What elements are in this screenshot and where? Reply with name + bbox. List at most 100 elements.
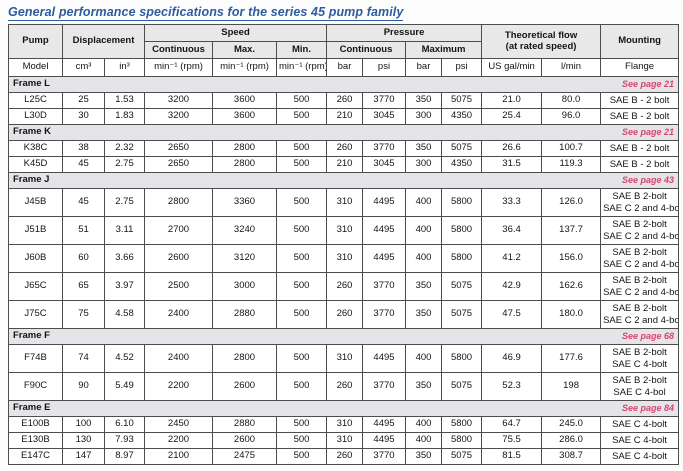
cell-speed-max: 3000 [212,272,277,301]
cell-displacement-in3: 1.83 [104,108,145,125]
mounting-line: SAE C 4-bolt [612,450,668,462]
spec-row: F90C 90 5.49 2200 2600 500 260 3770 350 5075 52.3 1… [8,372,680,401]
table-body: Frame L See page 21 L25C 25 1.53 3200 3600 500 2… [7,76,680,465]
cell-model: J45B [8,188,63,217]
cell-speed-max: 2800 [212,140,277,157]
frame-band-content: Frame E See page 84 [13,402,674,414]
spec-row: F74B 74 4.52 2400 2800 500 310 4495 400 5800 46.9 1… [8,344,680,373]
col-header-mounting: Mounting [600,24,680,59]
cell-displacement-cm3: 30 [62,108,105,125]
see-page-reference: See page 21 [622,127,675,138]
cell-model: K45D [8,156,63,173]
mounting-line: SAE C 4-bolt [612,418,668,430]
cell-speed-max: 3600 [212,92,277,109]
cell-speed-continuous: 2650 [144,140,213,157]
cell-pressure-max-psi: 4350 [440,108,483,125]
cell-flow-lmin: 137.7 [541,216,602,245]
cell-flow-lmin: 119.3 [541,156,602,173]
cell-pressure-cont-bar: 310 [326,344,363,373]
cell-pressure-cont-psi: 4495 [362,432,406,449]
cell-pressure-max-psi: 5075 [440,300,483,329]
cell-flow-usgal: 31.5 [481,156,543,173]
mounting-line: SAE C 4-bolt [612,358,668,370]
cell-pressure-max-psi: 4350 [440,156,483,173]
cell-model: E100B [8,416,63,433]
cell-flow-lmin: 286.0 [541,432,602,449]
cell-flow-lmin: 156.0 [541,244,602,273]
cell-model: L30D [8,108,63,125]
frame-band-cell: Frame K See page 21 [7,124,680,141]
cell-speed-min: 500 [276,272,327,301]
cell-mounting: SAE C 4-bolt [600,416,680,433]
cell-speed-continuous: 2200 [144,432,213,449]
frame-label: Frame E [13,402,51,414]
mounting-line: SAE C 4-bol [613,386,666,398]
mounting-line: SAE C 2 and 4-bolt [603,202,679,214]
page-title: General performance specifications for t… [8,5,404,21]
mounting-line: SAE B 2-bolt [612,274,667,286]
cell-pressure-max-psi: 5075 [440,448,483,465]
col-header-displacement: Displacement [62,24,145,59]
cell-flow-lmin: 96.0 [541,108,602,125]
mounting-line: SAE B - 2 bolt [609,158,670,170]
cell-speed-max: 3240 [212,216,277,245]
cell-displacement-in3: 3.66 [104,244,145,273]
cell-pressure-max-psi: 5800 [440,216,483,245]
spec-row: J51B 51 3.11 2700 3240 500 310 4495 400 5800 36.4 1… [8,216,680,245]
cell-speed-min: 500 [276,448,327,465]
cell-mounting: SAE B - 2 bolt [600,140,680,157]
cell-pressure-max-bar: 300 [405,108,442,125]
cell-pressure-max-bar: 350 [405,448,442,465]
mounting-line: SAE B 2-bolt [612,374,667,386]
cell-pressure-max-psi: 5075 [440,92,483,109]
cell-flow-lmin: 245.0 [541,416,602,433]
cell-displacement-cm3: 147 [62,448,105,465]
col-header-speed-max: Max. [212,41,277,59]
cell-speed-max: 2475 [212,448,277,465]
cell-pressure-cont-psi: 3770 [362,140,406,157]
cell-model: L25C [8,92,63,109]
cell-pressure-max-bar: 400 [405,416,442,433]
cell-pressure-max-psi: 5075 [440,372,483,401]
cell-pressure-max-bar: 300 [405,156,442,173]
unit-psi-cont: psi [362,58,406,77]
cell-speed-continuous: 2400 [144,300,213,329]
col-header-pressure-continuous: Continuous [326,41,406,59]
cell-flow-lmin: 180.0 [541,300,602,329]
cell-pressure-cont-psi: 4495 [362,244,406,273]
cell-speed-continuous: 3200 [144,108,213,125]
cell-displacement-in3: 8.97 [104,448,145,465]
cell-mounting: SAE B - 2 bolt [600,108,680,125]
cell-pressure-max-psi: 5800 [440,344,483,373]
cell-displacement-in3: 1.53 [104,92,145,109]
cell-displacement-cm3: 45 [62,188,105,217]
spec-row: E147C 147 8.97 2100 2475 500 260 3770 350 5075 81.… [8,448,680,465]
cell-flow-usgal: 41.2 [481,244,543,273]
theoretical-flow-line1: Theoretical flow [504,30,578,42]
col-header-pump: Pump [8,24,63,59]
mounting-line: SAE B - 2 bolt [609,94,670,106]
cell-speed-max: 2880 [212,416,277,433]
unit-flange: Flange [600,58,680,77]
frame-band: Frame L See page 21 [7,76,680,93]
cell-pressure-cont-psi: 3045 [362,108,406,125]
cell-speed-max: 2800 [212,156,277,173]
cell-pressure-max-bar: 400 [405,432,442,449]
cell-displacement-in3: 3.97 [104,272,145,301]
cell-flow-usgal: 21.0 [481,92,543,109]
cell-model: J65C [8,272,63,301]
cell-speed-continuous: 2500 [144,272,213,301]
cell-pressure-cont-bar: 260 [326,300,363,329]
cell-pressure-cont-bar: 260 [326,272,363,301]
frame-band: Frame K See page 21 [7,124,680,141]
frame-band-cell: Frame F See page 68 [7,328,680,345]
col-header-pressure: Pressure [325,24,483,42]
cell-displacement-in3: 2.75 [104,188,145,217]
mounting-line: SAE B 2-bolt [612,190,667,202]
cell-mounting: SAE B 2-bolt SAE C 2 and 4-bolt [600,188,680,217]
spec-row: L30D 30 1.83 3200 3600 500 210 3045 300 4350 25.4 9… [8,108,680,125]
frame-band: Frame E See page 84 [7,400,680,417]
see-page-reference: See page 68 [622,331,675,342]
cell-displacement-cm3: 65 [62,272,105,301]
